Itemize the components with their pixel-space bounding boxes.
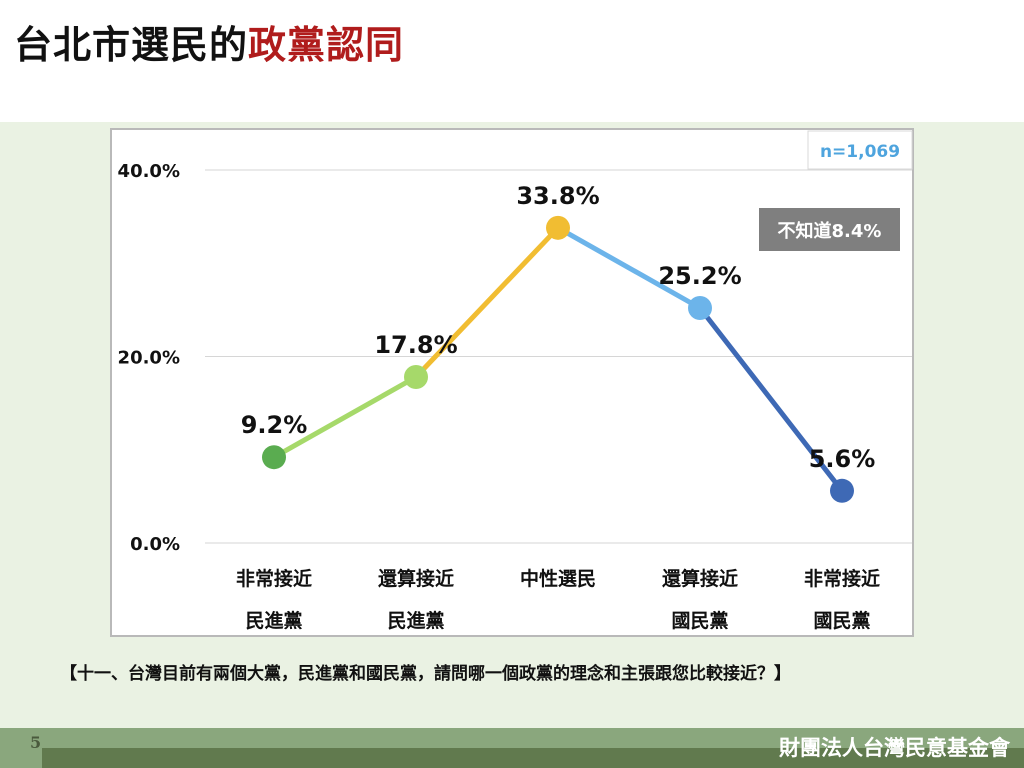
survey-question: 【十一、台灣目前有兩個大黨，民進黨和國民黨，請問哪一個政黨的理念和主張跟您比較接… [60, 664, 791, 684]
data-point [688, 296, 712, 321]
data-point [404, 365, 428, 390]
data-point [262, 445, 286, 470]
data-label: 33.8% [516, 182, 599, 210]
dont-know-note: 不知道8.4% [778, 220, 882, 242]
data-point [830, 478, 854, 503]
data-point [546, 215, 570, 240]
data-label: 5.6% [809, 445, 876, 473]
organization-name: 財團法人台灣民意基金會 [779, 736, 1010, 760]
dont-know-box [759, 208, 900, 251]
data-label: 9.2% [241, 411, 308, 439]
sample-note-box [807, 130, 913, 170]
x-category-label: 國民黨 [671, 609, 728, 632]
series-line-segment [271, 374, 419, 460]
x-category-label: 非常接近 [236, 567, 312, 590]
sample-note: n=1,069 [820, 142, 900, 162]
series-line-segment [697, 305, 845, 494]
x-category-label: 國民黨 [813, 609, 870, 632]
x-category-label: 民進黨 [245, 609, 302, 632]
series-line-segment [555, 225, 703, 311]
x-category-label: 民進黨 [387, 609, 444, 632]
series-line-segment [413, 225, 561, 380]
title-highlight: 政黨認同 [248, 23, 405, 67]
footer-strip [42, 748, 1024, 768]
data-label: 17.8% [374, 331, 457, 359]
page-title: 台北市選民的政黨認同 [14, 14, 404, 69]
page-number: 5 [30, 733, 42, 752]
title-prefix: 台北市選民的 [14, 23, 249, 67]
y-tick-label: 0.0% [130, 534, 180, 555]
x-category-label: 中性選民 [520, 567, 596, 590]
data-label: 25.2% [658, 262, 741, 290]
x-category-label: 還算接近 [378, 567, 454, 590]
y-tick-label: 40.0% [118, 161, 180, 182]
y-tick-label: 20.0% [118, 348, 180, 369]
x-category-label: 非常接近 [804, 567, 880, 590]
x-category-label: 還算接近 [662, 567, 738, 590]
